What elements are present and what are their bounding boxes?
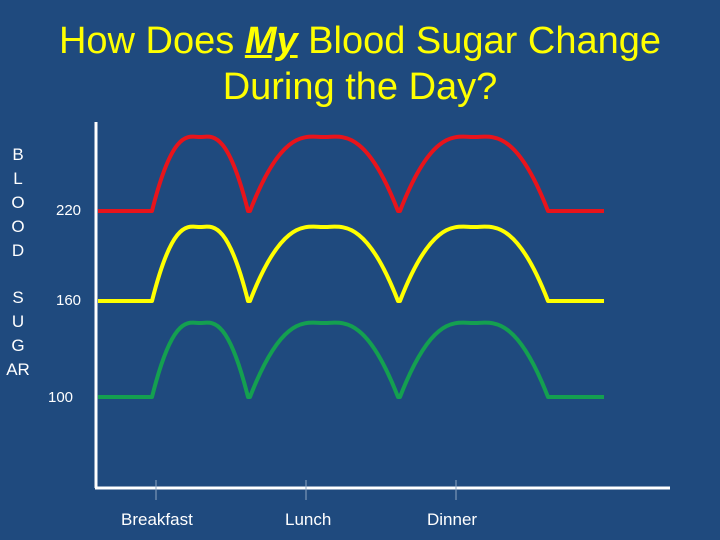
y-axis-label-sugar: S U G AR [0,286,36,382]
x-tick-label-lunch: Lunch [285,510,332,529]
y-axis-letter: U [11,312,25,331]
y-axis-letter: O [11,217,25,236]
title-emphasis: My [244,20,298,62]
y-axis-letter: AR [6,360,30,379]
y-tick-label-220: 220 [56,202,82,219]
series-line-220 [98,134,604,213]
title-line-1: How Does My Blood Sugar Change [58,20,661,62]
series-line-100 [98,320,604,399]
title-line-2: During the Day? [222,66,498,108]
y-tick-label-160: 160 [56,292,82,309]
y-axis-letter: G [11,336,25,355]
y-axis-letter: S [12,288,24,307]
y-tick-label-100: 100 [48,389,74,406]
y-axis-letter: L [13,169,23,188]
x-tick-label-dinner: Dinner [427,510,478,529]
y-axis-letter: D [11,241,25,260]
y-axis-letter: O [11,193,25,212]
x-tick-label-breakfast: Breakfast [121,510,193,529]
y-axis-letter: B [12,145,24,164]
chart-title: How Does My Blood Sugar Change During th… [0,18,720,110]
series-layer [98,134,604,399]
series-line-160 [98,224,604,303]
y-axis-label-blood: B L O O D [0,143,36,263]
